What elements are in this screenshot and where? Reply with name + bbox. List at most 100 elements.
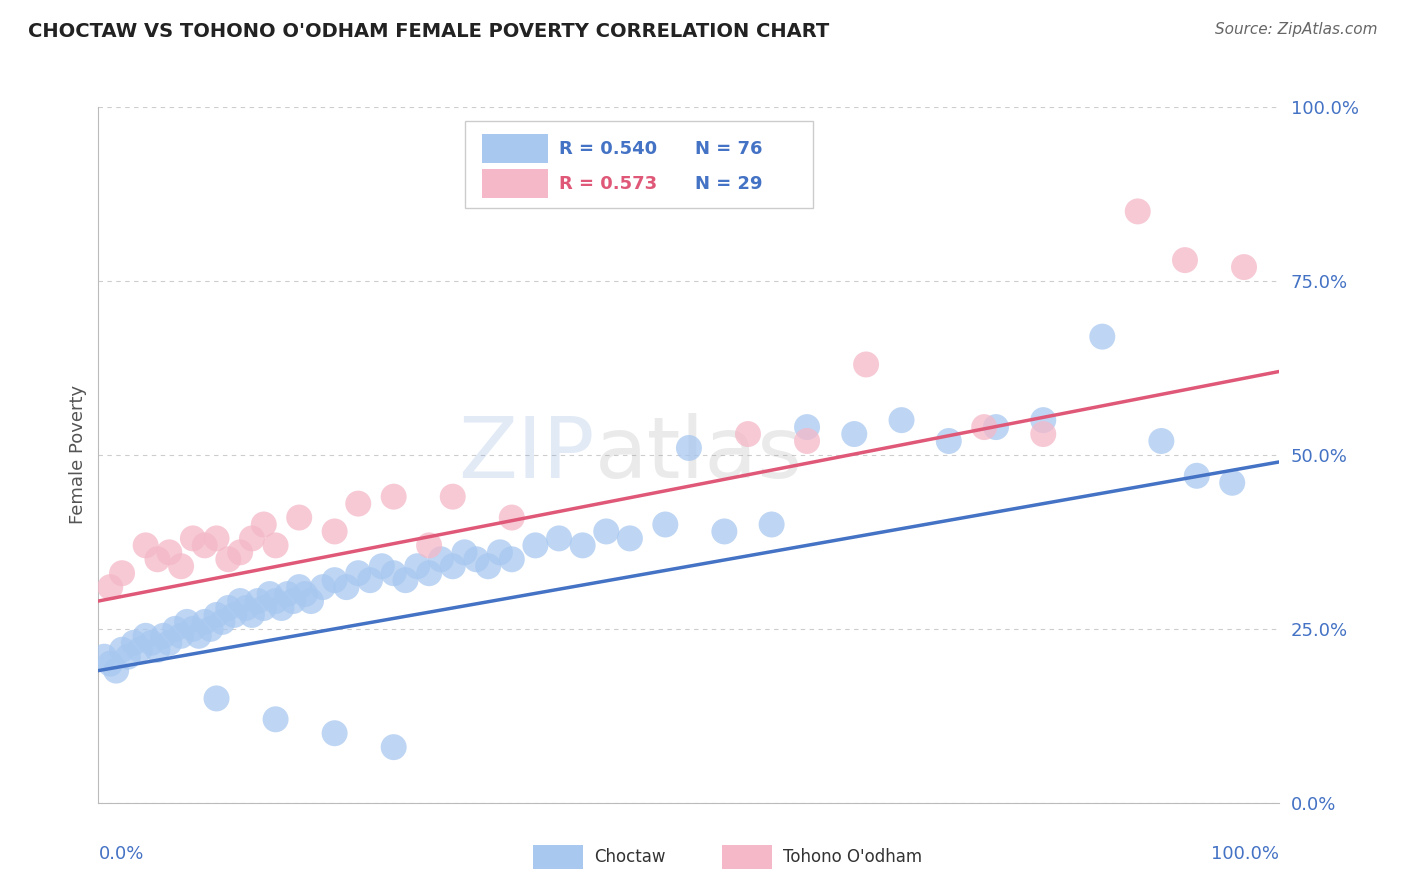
- Point: [371, 559, 394, 574]
- Point: [1174, 253, 1197, 268]
- Point: [489, 545, 512, 559]
- Point: [270, 601, 292, 615]
- Point: [105, 664, 128, 678]
- Point: [1150, 434, 1173, 448]
- Point: [217, 601, 239, 615]
- Point: [796, 420, 818, 434]
- Point: [453, 545, 475, 559]
- Point: [796, 434, 818, 448]
- Text: CHOCTAW VS TOHONO O'ODHAM FEMALE POVERTY CORRELATION CHART: CHOCTAW VS TOHONO O'ODHAM FEMALE POVERTY…: [28, 22, 830, 41]
- Point: [299, 594, 322, 608]
- Point: [205, 532, 228, 546]
- Point: [1032, 427, 1054, 442]
- Point: [1091, 329, 1114, 343]
- Point: [890, 413, 912, 427]
- Point: [430, 552, 453, 566]
- Point: [264, 594, 287, 608]
- Text: Tohono O'odham: Tohono O'odham: [783, 848, 922, 866]
- Point: [141, 636, 163, 650]
- Point: [619, 532, 641, 546]
- Point: [165, 622, 187, 636]
- Point: [713, 524, 735, 539]
- FancyBboxPatch shape: [533, 846, 582, 869]
- Point: [181, 622, 204, 636]
- Point: [382, 566, 405, 581]
- Text: N = 29: N = 29: [695, 175, 762, 193]
- Point: [224, 607, 246, 622]
- Point: [117, 649, 139, 664]
- Text: ZIP: ZIP: [458, 413, 595, 497]
- Point: [394, 573, 416, 587]
- Point: [146, 642, 169, 657]
- Point: [93, 649, 115, 664]
- Point: [973, 420, 995, 434]
- FancyBboxPatch shape: [723, 846, 772, 869]
- Point: [501, 552, 523, 566]
- Point: [984, 420, 1007, 434]
- FancyBboxPatch shape: [482, 169, 548, 198]
- Point: [441, 490, 464, 504]
- Point: [548, 532, 571, 546]
- Point: [1126, 204, 1149, 219]
- Point: [323, 573, 346, 587]
- Point: [441, 559, 464, 574]
- Text: Source: ZipAtlas.com: Source: ZipAtlas.com: [1215, 22, 1378, 37]
- Point: [571, 538, 593, 552]
- Point: [259, 587, 281, 601]
- Point: [1220, 475, 1243, 490]
- Point: [170, 629, 193, 643]
- Text: atlas: atlas: [595, 413, 803, 497]
- Point: [524, 538, 547, 552]
- Point: [761, 517, 783, 532]
- Text: N = 76: N = 76: [695, 140, 762, 158]
- Point: [253, 601, 276, 615]
- Point: [323, 726, 346, 740]
- Point: [194, 538, 217, 552]
- Point: [477, 559, 499, 574]
- Point: [187, 629, 209, 643]
- Point: [211, 615, 233, 629]
- Point: [200, 622, 222, 636]
- Point: [418, 538, 440, 552]
- Text: 0.0%: 0.0%: [98, 845, 143, 863]
- FancyBboxPatch shape: [482, 134, 548, 163]
- Point: [855, 358, 877, 372]
- Point: [312, 580, 335, 594]
- Point: [335, 580, 357, 594]
- Point: [128, 642, 150, 657]
- Point: [253, 517, 276, 532]
- Point: [264, 538, 287, 552]
- Point: [152, 629, 174, 643]
- Point: [217, 552, 239, 566]
- Y-axis label: Female Poverty: Female Poverty: [69, 385, 87, 524]
- Text: R = 0.573: R = 0.573: [560, 175, 657, 193]
- Point: [205, 691, 228, 706]
- Point: [678, 441, 700, 455]
- Point: [146, 552, 169, 566]
- Point: [157, 636, 180, 650]
- Point: [938, 434, 960, 448]
- Point: [294, 587, 316, 601]
- Point: [264, 712, 287, 726]
- Point: [276, 587, 298, 601]
- Point: [382, 740, 405, 755]
- Point: [240, 607, 263, 622]
- Point: [654, 517, 676, 532]
- Point: [347, 566, 370, 581]
- Point: [283, 594, 305, 608]
- Point: [98, 657, 121, 671]
- Point: [240, 532, 263, 546]
- Point: [1233, 260, 1256, 274]
- Point: [288, 510, 311, 524]
- Point: [135, 629, 157, 643]
- Point: [465, 552, 488, 566]
- Point: [135, 538, 157, 552]
- Point: [194, 615, 217, 629]
- Point: [737, 427, 759, 442]
- Point: [418, 566, 440, 581]
- Point: [122, 636, 145, 650]
- Point: [229, 594, 252, 608]
- Point: [323, 524, 346, 539]
- Point: [347, 497, 370, 511]
- Point: [229, 545, 252, 559]
